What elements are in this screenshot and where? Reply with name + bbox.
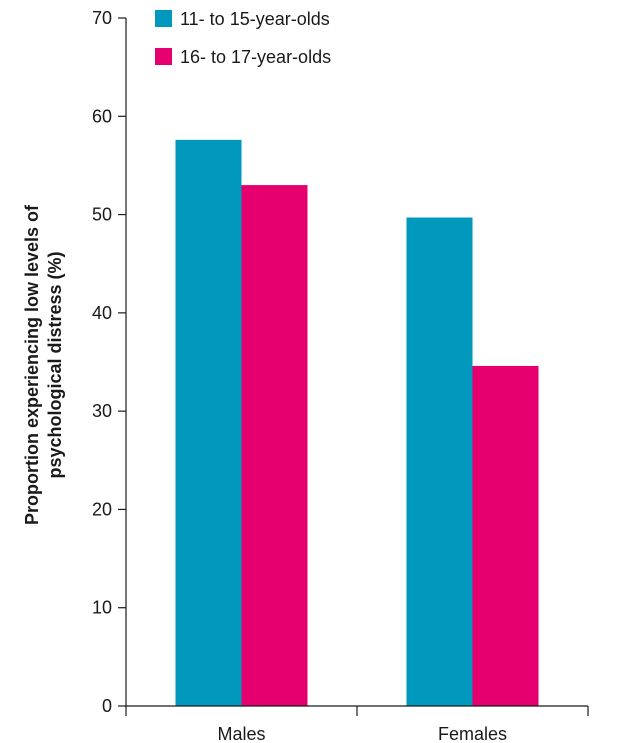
y-tick-label: 60 <box>92 106 112 126</box>
bar-males-series-1 <box>175 139 242 707</box>
y-axis-label: Proportion experiencing low levels of ps… <box>22 204 65 525</box>
y-tick-label: 20 <box>92 499 112 519</box>
category-label: Males <box>217 724 265 743</box>
x-axis: Males Females <box>125 705 589 743</box>
y-tick-label: 0 <box>102 696 112 716</box>
y-axis: 0 10 20 30 40 50 60 70 <box>92 8 127 716</box>
bar-females-series-1 <box>406 217 473 706</box>
legend-label: 16- to 17-year-olds <box>180 47 331 67</box>
y-tick-label: 50 <box>92 205 112 225</box>
y-tick-label: 40 <box>92 303 112 323</box>
bar-males-series-2 <box>241 185 308 707</box>
legend-label: 11- to 15-year-olds <box>180 9 330 29</box>
legend-swatch <box>155 10 172 27</box>
y-axis-label-line-2: psychological distress (%) <box>45 251 65 478</box>
legend-swatch <box>155 48 172 65</box>
bars-group <box>175 139 539 707</box>
y-tick-label: 70 <box>92 8 112 28</box>
legend: 11- to 15-year-olds 16- to 17-year-olds <box>155 9 331 67</box>
y-axis-label-line-1: Proportion experiencing low levels of <box>22 204 42 525</box>
y-tick-label: 30 <box>92 401 112 421</box>
y-tick-label: 10 <box>92 598 112 618</box>
bar-females-series-2 <box>472 365 539 706</box>
category-label: Females <box>438 724 507 743</box>
